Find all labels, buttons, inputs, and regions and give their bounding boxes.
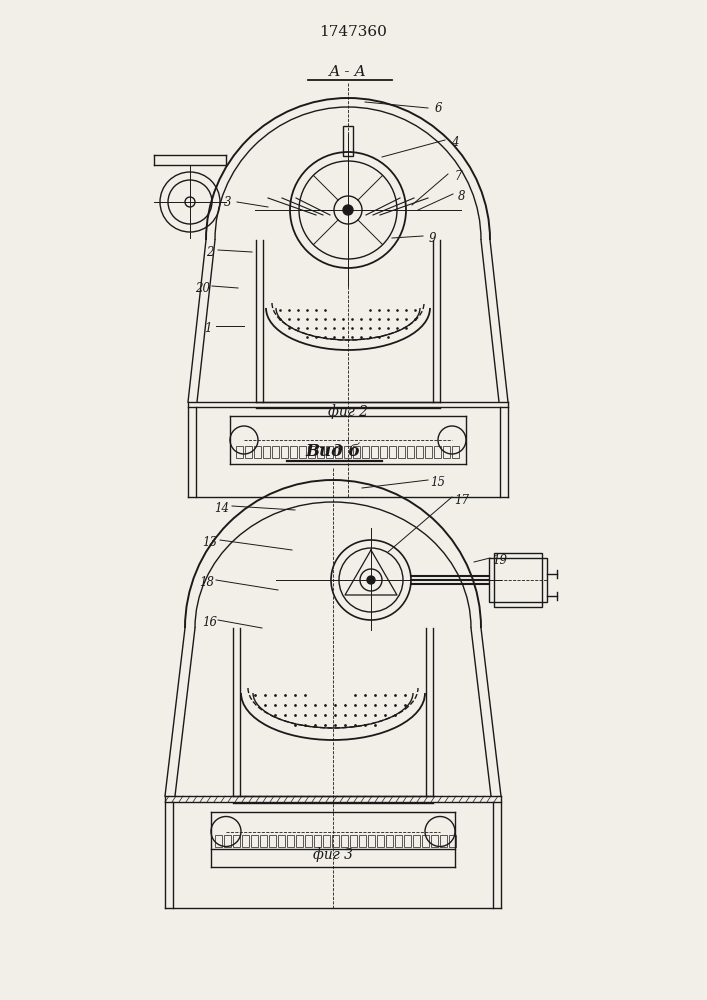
Bar <box>404 835 411 847</box>
Text: 15: 15 <box>431 476 445 488</box>
Text: 1: 1 <box>204 322 212 334</box>
Bar <box>308 446 315 458</box>
Bar <box>368 835 375 847</box>
Bar <box>323 835 330 847</box>
Circle shape <box>343 205 353 215</box>
Bar <box>425 446 432 458</box>
Bar <box>380 446 387 458</box>
Bar <box>269 835 276 847</box>
Bar <box>389 446 396 458</box>
Bar <box>251 835 258 847</box>
Bar <box>398 446 405 458</box>
Text: 13: 13 <box>202 536 218 548</box>
Bar <box>245 446 252 458</box>
Bar <box>395 835 402 847</box>
Bar <box>233 835 240 847</box>
Bar <box>386 835 393 847</box>
Bar <box>489 558 547 602</box>
Bar <box>326 446 333 458</box>
Text: 16: 16 <box>202 615 218 629</box>
Bar <box>242 835 249 847</box>
Bar <box>254 446 261 458</box>
Bar <box>343 126 353 156</box>
Bar <box>413 835 420 847</box>
Text: фиг 2: фиг 2 <box>328 405 368 419</box>
Bar <box>431 835 438 847</box>
Bar <box>341 835 348 847</box>
Text: 14: 14 <box>214 502 230 514</box>
Text: Вид б: Вид б <box>305 444 361 460</box>
Bar <box>317 446 324 458</box>
Text: 7: 7 <box>455 169 462 182</box>
Text: 19: 19 <box>493 554 508 566</box>
Bar <box>305 835 312 847</box>
Text: 9: 9 <box>428 232 436 244</box>
Text: 2: 2 <box>206 245 214 258</box>
Bar <box>263 446 270 458</box>
Bar <box>281 446 288 458</box>
Bar <box>296 835 303 847</box>
Bar <box>362 446 369 458</box>
Bar <box>422 835 429 847</box>
Bar <box>272 446 279 458</box>
Bar <box>449 835 456 847</box>
Bar <box>359 835 366 847</box>
Bar <box>332 835 339 847</box>
Bar <box>440 835 447 847</box>
Bar <box>371 446 378 458</box>
Text: 4: 4 <box>451 135 459 148</box>
Bar <box>407 446 414 458</box>
Bar <box>314 835 321 847</box>
Text: А - А: А - А <box>329 65 367 79</box>
Bar <box>353 446 360 458</box>
Text: 17: 17 <box>455 493 469 506</box>
Bar <box>443 446 450 458</box>
Bar <box>494 553 542 607</box>
Bar <box>299 446 306 458</box>
Bar <box>335 446 342 458</box>
Bar <box>287 835 294 847</box>
Text: 18: 18 <box>199 576 214 588</box>
Text: фиг 3: фиг 3 <box>313 848 353 862</box>
Bar <box>344 446 351 458</box>
Bar <box>434 446 441 458</box>
Bar <box>377 835 384 847</box>
Bar <box>290 446 297 458</box>
Circle shape <box>367 576 375 584</box>
Text: 1747360: 1747360 <box>319 25 387 39</box>
Bar <box>260 835 267 847</box>
Bar <box>236 446 243 458</box>
Bar <box>350 835 357 847</box>
Text: 3: 3 <box>224 196 232 209</box>
Bar <box>215 835 222 847</box>
Bar <box>278 835 285 847</box>
Bar <box>224 835 231 847</box>
Bar <box>452 446 459 458</box>
Text: 20: 20 <box>196 282 211 294</box>
Text: 6: 6 <box>434 102 442 114</box>
Bar <box>416 446 423 458</box>
Text: 8: 8 <box>458 190 466 202</box>
